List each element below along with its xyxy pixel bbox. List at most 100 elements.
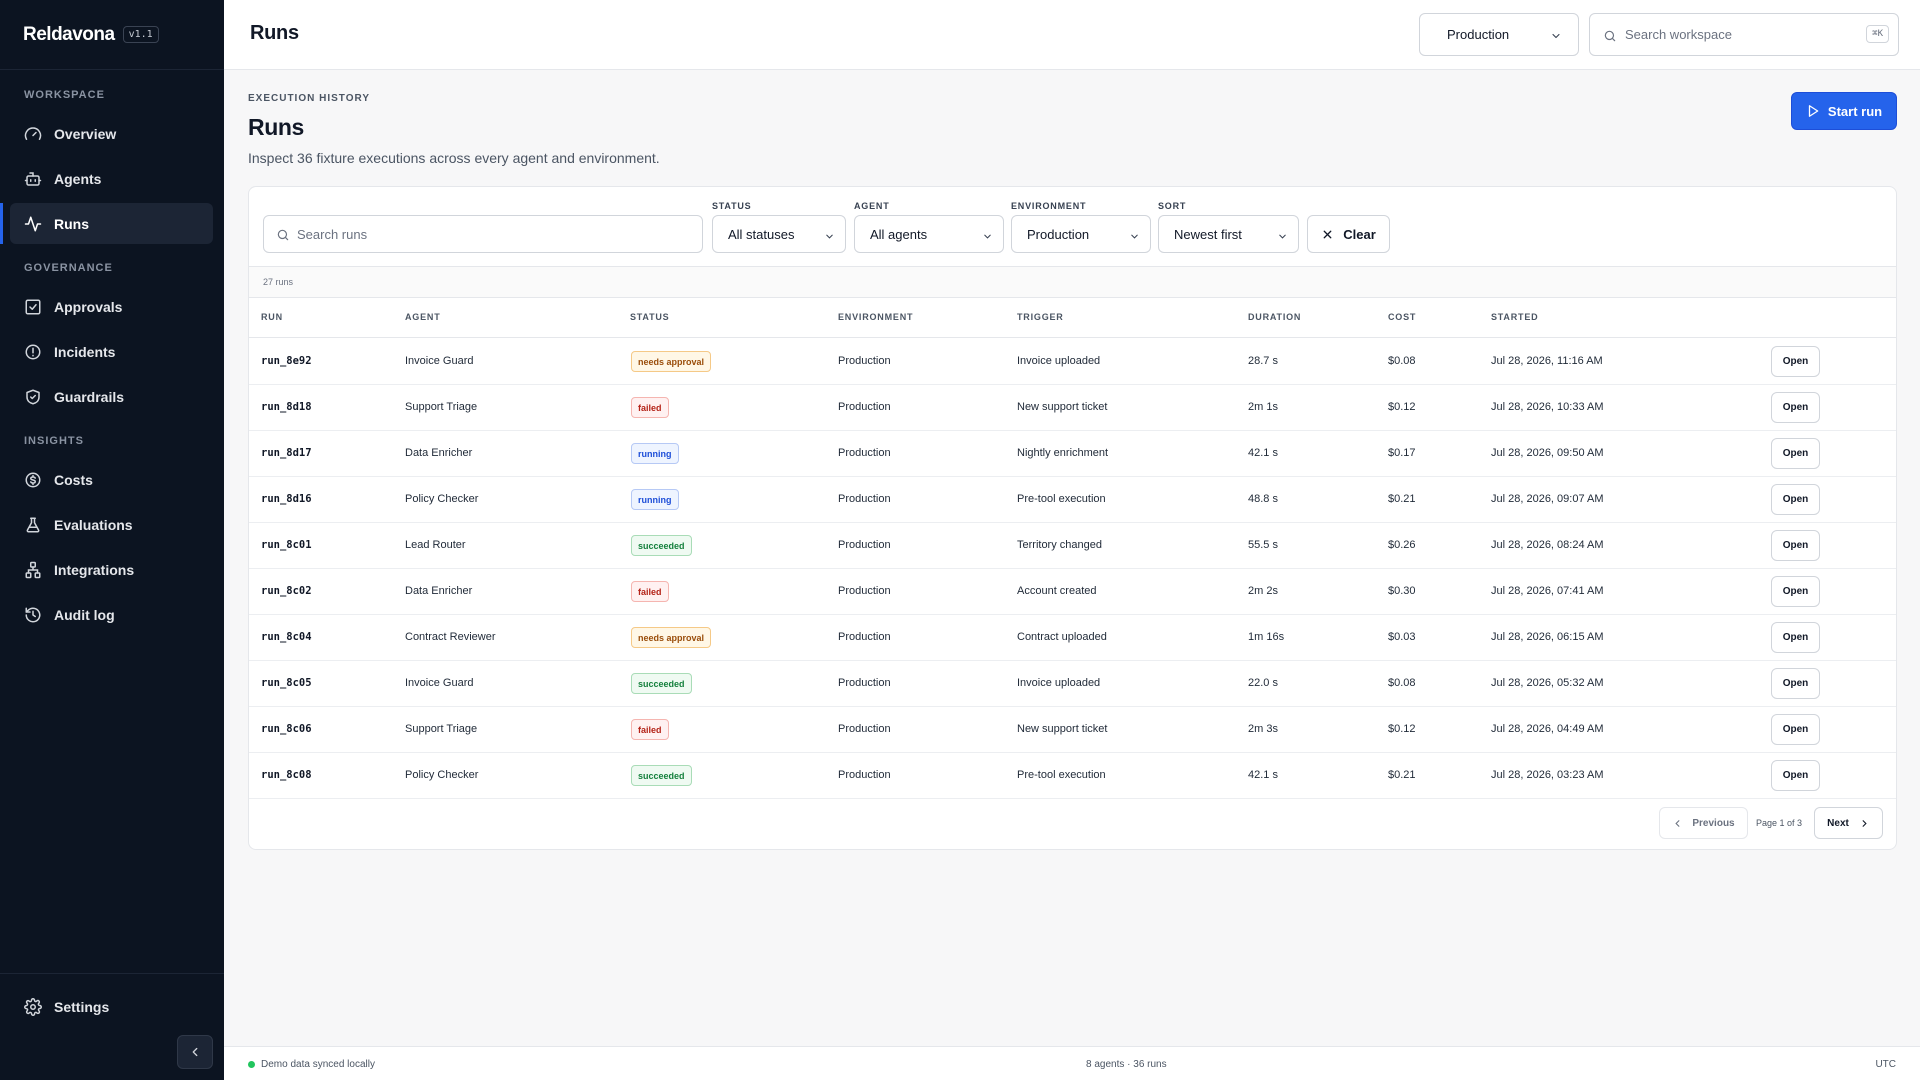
table-row[interactable]: run_8c02 Data Enricher failed Production Acc…: [249, 569, 1896, 615]
run-agent: Data Enricher: [405, 585, 473, 597]
open-run-button[interactable]: Open: [1771, 576, 1820, 607]
run-id[interactable]: run_8c04: [261, 631, 312, 643]
column-header-environment[interactable]: ENVIRONMENT: [838, 312, 914, 322]
table-row[interactable]: run_8c01 Lead Router succeeded Production Te…: [249, 523, 1896, 569]
open-run-button[interactable]: Open: [1771, 760, 1820, 791]
run-cost: $0.08: [1388, 677, 1416, 689]
run-environment: Production: [838, 355, 891, 367]
table-row[interactable]: run_8d18 Support Triage failed Production Ne…: [249, 385, 1896, 431]
shield-check-icon: [26, 389, 40, 404]
sort-select[interactable]: Newest first: [1158, 215, 1299, 253]
table-row[interactable]: run_8c05 Invoice Guard succeeded Production…: [249, 661, 1896, 707]
open-run-button[interactable]: Open: [1771, 622, 1820, 653]
app-logo[interactable]: Reldavona: [23, 23, 115, 45]
column-header-duration[interactable]: DURATION: [1248, 312, 1302, 322]
column-header-started[interactable]: STARTED: [1491, 312, 1539, 322]
status-badge: succeeded: [631, 673, 692, 694]
run-cost: $0.21: [1388, 493, 1416, 505]
sidebar-item-label: Approvals: [54, 298, 123, 315]
next-page-button[interactable]: Next: [1814, 807, 1883, 839]
status-badge: succeeded: [631, 765, 692, 786]
sidebar-item-incidents[interactable]: Incidents: [10, 331, 213, 372]
status-filter-select[interactable]: All statuses: [712, 215, 846, 253]
flask-icon: [26, 517, 40, 532]
table-row[interactable]: run_8c04 Contract Reviewer needs approval P…: [249, 615, 1896, 661]
table-row[interactable]: run_8d17 Data Enricher running Production Ni…: [249, 431, 1896, 477]
runs-search-input[interactable]: Search runs: [263, 215, 703, 253]
run-id[interactable]: run_8d17: [261, 447, 312, 459]
sidebar-item-integrations[interactable]: Integrations: [10, 549, 213, 590]
run-id[interactable]: run_8c08: [261, 769, 312, 781]
status-badge: failed: [631, 719, 669, 740]
environment-filter-select[interactable]: Production: [1011, 215, 1151, 253]
activity-icon: [24, 216, 42, 231]
column-header-agent[interactable]: AGENT: [405, 312, 441, 322]
sidebar-item-label: Evaluations: [54, 516, 133, 533]
gauge-icon: [24, 126, 42, 140]
environment-select[interactable]: Production: [1419, 13, 1579, 56]
run-id[interactable]: run_8c06: [261, 723, 312, 735]
table-row[interactable]: run_8c08 Policy Checker succeeded Productio…: [249, 753, 1896, 799]
check-square-icon: [25, 299, 41, 314]
table-row[interactable]: run_8e92 Invoice Guard needs approval Produ…: [249, 339, 1896, 385]
sync-status: Demo data synced locally: [261, 1059, 375, 1070]
sidebar-item-evaluations[interactable]: Evaluations: [10, 504, 213, 545]
run-agent: Contract Reviewer: [405, 631, 496, 643]
run-id[interactable]: run_8c02: [261, 585, 312, 597]
table-row[interactable]: run_8d16 Policy Checker running Production P…: [249, 477, 1896, 523]
run-trigger: Pre-tool execution: [1017, 769, 1106, 781]
sidebar-item-agents[interactable]: Agents: [10, 158, 213, 199]
run-cost: $0.03: [1388, 631, 1416, 643]
run-trigger: Nightly enrichment: [1017, 447, 1109, 459]
run-id[interactable]: run_8c01: [261, 539, 312, 551]
clear-filters-button[interactable]: Clear: [1307, 215, 1390, 253]
workspace-search-placeholder: Search workspace: [1625, 27, 1732, 42]
run-environment: Production: [838, 769, 891, 781]
previous-page-button[interactable]: Previous: [1659, 807, 1748, 839]
open-run-button[interactable]: Open: [1771, 392, 1820, 423]
run-id[interactable]: run_8d18: [261, 401, 312, 413]
column-header-cost[interactable]: COST: [1388, 312, 1417, 322]
chevron-down-icon: [1131, 234, 1138, 239]
open-run-button[interactable]: Open: [1771, 714, 1820, 745]
sidebar-item-guardrails[interactable]: Guardrails: [10, 376, 213, 417]
start-run-button[interactable]: Start run: [1791, 92, 1897, 130]
run-agent: Support Triage: [405, 723, 478, 735]
run-cost: $0.21: [1388, 769, 1416, 781]
chevron-down-icon: [1552, 33, 1560, 39]
run-id[interactable]: run_8c05: [261, 677, 312, 689]
sidebar-item-audit-log[interactable]: Audit log: [10, 594, 213, 635]
run-duration: 42.1 s: [1248, 769, 1278, 781]
run-id[interactable]: run_8d16: [261, 493, 312, 505]
run-started: Jul 28, 2026, 05:32 AM: [1491, 677, 1604, 689]
workspace-search-input[interactable]: Search workspace ⌘K: [1589, 13, 1899, 56]
open-run-button[interactable]: Open: [1771, 530, 1820, 561]
run-duration: 2m 1s: [1248, 401, 1278, 413]
page-subtitle: Inspect 36 fixture executions across eve…: [248, 150, 660, 166]
status-footer: Demo data synced locally 8 agents · 36 r…: [224, 1046, 1920, 1080]
run-started: Jul 28, 2026, 07:41 AM: [1491, 585, 1604, 597]
run-duration: 55.5 s: [1248, 539, 1278, 551]
sidebar-item-approvals[interactable]: Approvals: [10, 286, 213, 327]
column-header-status[interactable]: STATUS: [630, 312, 670, 322]
sidebar-item-runs[interactable]: Runs: [0, 203, 213, 244]
chevron-down-icon: [984, 234, 991, 239]
agent-filter-select[interactable]: All agents: [854, 215, 1004, 253]
sidebar-item-costs[interactable]: Costs: [10, 459, 213, 500]
column-header-run[interactable]: RUN: [261, 312, 283, 322]
open-run-button[interactable]: Open: [1771, 346, 1820, 377]
open-run-button[interactable]: Open: [1771, 484, 1820, 515]
run-environment: Production: [838, 539, 891, 551]
sidebar-item-settings[interactable]: Settings: [10, 986, 213, 1027]
open-run-button[interactable]: Open: [1771, 438, 1820, 469]
sync-status-dot: [248, 1061, 255, 1068]
open-run-button[interactable]: Open: [1771, 668, 1820, 699]
run-cost: $0.17: [1388, 447, 1416, 459]
run-started: Jul 28, 2026, 04:49 AM: [1491, 723, 1604, 735]
collapse-sidebar-button[interactable]: [177, 1035, 213, 1069]
column-header-trigger[interactable]: TRIGGER: [1017, 312, 1064, 322]
sidebar-item-overview[interactable]: Overview: [10, 113, 213, 154]
run-duration: 42.1 s: [1248, 447, 1278, 459]
table-row[interactable]: run_8c06 Support Triage failed Production Ne…: [249, 707, 1896, 753]
run-id[interactable]: run_8e92: [261, 355, 312, 367]
